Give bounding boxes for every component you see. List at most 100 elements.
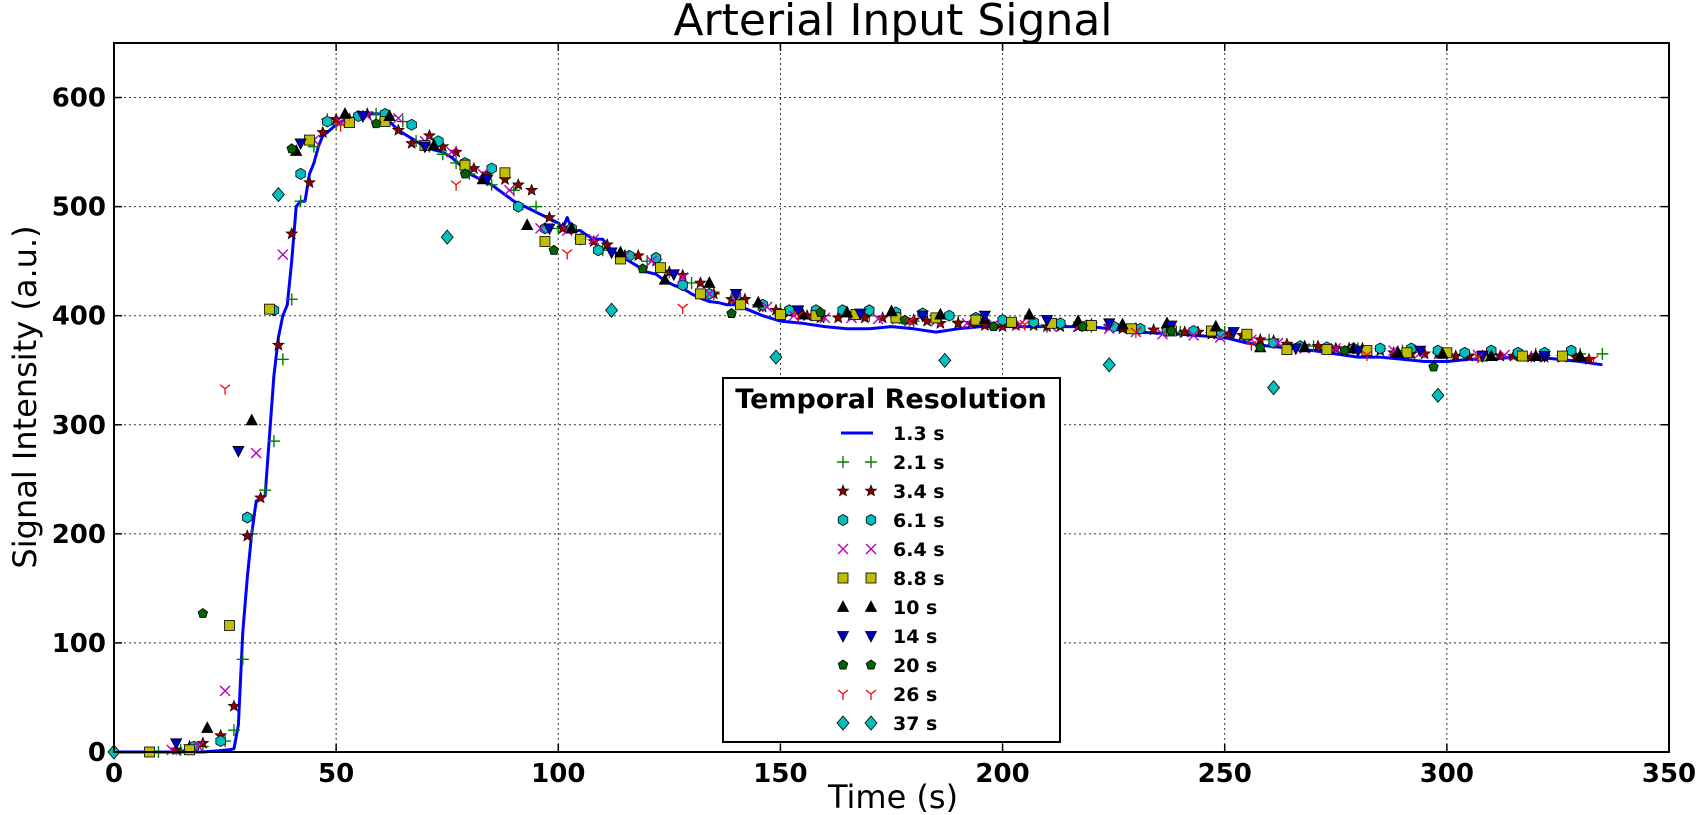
data-point (1516, 350, 1528, 362)
data-point (837, 456, 849, 468)
data-point (170, 738, 183, 751)
data-point (1227, 327, 1240, 339)
data-point (836, 484, 850, 497)
data-point (201, 721, 214, 733)
data-point (259, 484, 272, 497)
data-point (677, 272, 689, 284)
data-point (450, 180, 462, 191)
series-layer (107, 107, 1609, 760)
data-point (513, 200, 524, 213)
data-point (406, 118, 417, 131)
data-point (646, 255, 658, 267)
data-point (316, 125, 330, 138)
data-point (418, 141, 432, 154)
data-point (240, 529, 254, 542)
x-tick-label: 100 (531, 759, 585, 789)
data-point (1245, 340, 1257, 352)
data-point (427, 138, 441, 151)
x-tick-label: 250 (1198, 759, 1252, 789)
data-point (335, 117, 347, 129)
data-point (1272, 337, 1284, 349)
data-point (1019, 319, 1031, 331)
data-point (1077, 321, 1088, 332)
data-point (1241, 328, 1253, 340)
data-point (667, 269, 680, 282)
y-axis-label: Signal Intensity (a.u.) (6, 225, 44, 568)
data-point (729, 288, 743, 301)
data-point (837, 689, 849, 700)
data-point (1401, 347, 1413, 359)
data-point (1006, 316, 1017, 328)
legend-entry: 1.3 s (841, 423, 945, 445)
data-point (1582, 352, 1596, 365)
data-point (219, 384, 231, 395)
data-point (511, 177, 525, 191)
series-20-ss (197, 118, 1439, 618)
data-point (392, 112, 404, 124)
legend-entry: 8.8 s (837, 568, 945, 590)
data-point (525, 183, 539, 196)
data-point (726, 308, 737, 318)
data-point (885, 304, 898, 317)
data-point (250, 447, 262, 459)
data-point (548, 244, 560, 255)
series-37-ss (107, 187, 1445, 760)
data-point (1255, 341, 1266, 352)
data-point (1281, 344, 1293, 355)
data-point (1267, 380, 1281, 396)
data-point (304, 134, 315, 146)
data-point (934, 307, 947, 320)
legend-label: 20 s (893, 655, 937, 677)
data-point (600, 237, 614, 251)
data-point (285, 293, 298, 306)
data-point (761, 301, 773, 313)
series-26-ss (219, 121, 1599, 395)
data-point (655, 262, 666, 274)
data-point (271, 187, 285, 203)
data-point (499, 167, 511, 179)
data-point (1023, 307, 1036, 320)
data-point (903, 316, 915, 328)
legend-label: 6.4 s (893, 539, 945, 561)
data-point (322, 115, 333, 128)
y-tick-label: 0 (88, 738, 106, 768)
y-tick-label: 400 (52, 302, 106, 332)
data-point (1375, 342, 1386, 355)
data-point (1188, 329, 1200, 341)
data-point (961, 317, 973, 329)
data-point (916, 310, 929, 323)
data-point (677, 303, 689, 315)
data-point (1499, 349, 1511, 361)
data-point (837, 514, 849, 526)
data-point (865, 572, 877, 584)
data-point (864, 304, 875, 317)
data-point (587, 234, 601, 248)
data-point (637, 263, 648, 274)
data-point (1459, 346, 1470, 359)
data-point (735, 299, 746, 311)
data-point (695, 288, 706, 300)
data-point (1166, 325, 1177, 336)
data-point (864, 600, 878, 612)
data-point (1102, 357, 1116, 373)
legend-label: 6.1 s (893, 510, 945, 532)
legend-entries: 1.3 s 2.1 s 3.4 s 6.1 s 6.4 s 8.8 s 10 s 14 s 20… (836, 423, 945, 735)
data-point (1351, 345, 1365, 358)
data-point (997, 314, 1008, 327)
legend-title: Temporal Resolution (735, 384, 1046, 415)
legend-label: 14 s (893, 626, 937, 648)
legend-entry: 37 s (836, 713, 937, 735)
data-point (277, 249, 289, 261)
legend: Temporal Resolution 1.3 s 2.1 s 3.4 s 6.1 s… (722, 377, 1061, 743)
x-tick-label: 0 (105, 759, 123, 789)
data-point (449, 145, 463, 158)
legend-label: 1.3 s (893, 423, 945, 445)
legend-entry: 2.1 s (837, 452, 945, 474)
data-point (1086, 320, 1097, 331)
legend-label: 10 s (893, 597, 937, 619)
data-point (1147, 323, 1161, 336)
data-point (1538, 351, 1551, 363)
legend-entry: 6.1 s (837, 510, 945, 532)
legend-label: 26 s (893, 684, 937, 706)
data-point (1596, 347, 1609, 360)
